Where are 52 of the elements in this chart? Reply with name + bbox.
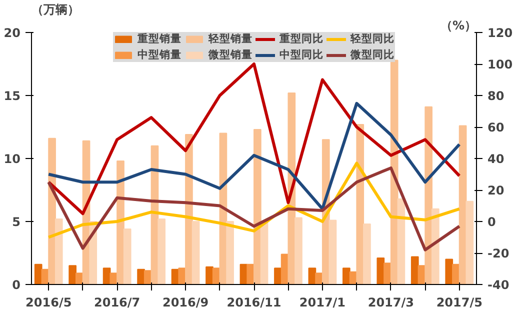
y2-tick-label: 0 [488,215,496,229]
bar [376,258,385,284]
y2-tick-label: 120 [488,26,513,40]
bar [68,265,76,284]
bar [328,220,337,284]
x-tick-label: 2016/7 [94,296,140,310]
bar [123,228,132,284]
legend-label: 微型同比 [350,48,394,62]
x-tick-label: 2017/1 [299,296,346,310]
y-tick-label: 15 [4,89,21,103]
y2-axis-title: （%） [440,18,477,32]
y2-tick-label: 100 [488,58,513,72]
x-tick-label: 2016/11 [226,296,282,310]
x-tick-label: 2017/3 [368,296,414,310]
legend-label: 重型销量 [138,32,182,46]
bar [363,224,371,284]
y-tick-label: 10 [4,152,21,166]
bar [192,221,200,284]
bar [226,221,234,284]
y2-tick-label: 40 [488,152,504,166]
x-tick-label: 2017/5 [436,296,482,310]
x-tick-label: 2016/5 [26,296,72,310]
y2-tick-label: 20 [488,184,504,198]
legend-label: 轻型同比 [350,32,394,46]
bar [54,218,63,284]
y-tick-label: 5 [12,215,21,229]
legend-label: 中型同比 [280,48,324,62]
line-series [47,166,461,252]
legend-label: 重型同比 [280,32,324,46]
y-tick-label: 0 [12,278,21,292]
bar [34,264,42,284]
bar [254,129,262,284]
bar [466,200,474,284]
y2-tick-label: 80 [488,89,504,103]
bar [342,268,350,284]
bar [158,218,166,284]
bar [294,217,302,284]
bar [397,198,406,284]
y2-tick-label: 60 [488,120,504,134]
x-tick-label: 2016/9 [162,296,209,310]
y-axis-title: （万辆） [32,2,80,16]
legend-label: 轻型销量 [208,32,252,46]
legend-label: 中型销量 [138,48,182,62]
bar [410,256,419,284]
line-series [47,62,461,216]
line-series [47,102,461,210]
bar [445,258,454,284]
y-tick-label: 20 [4,26,21,40]
y2-tick-label: -20 [488,246,510,260]
legend-label: 微型销量 [208,48,252,62]
bar [432,208,440,284]
y2-tick-label: -40 [488,278,510,292]
